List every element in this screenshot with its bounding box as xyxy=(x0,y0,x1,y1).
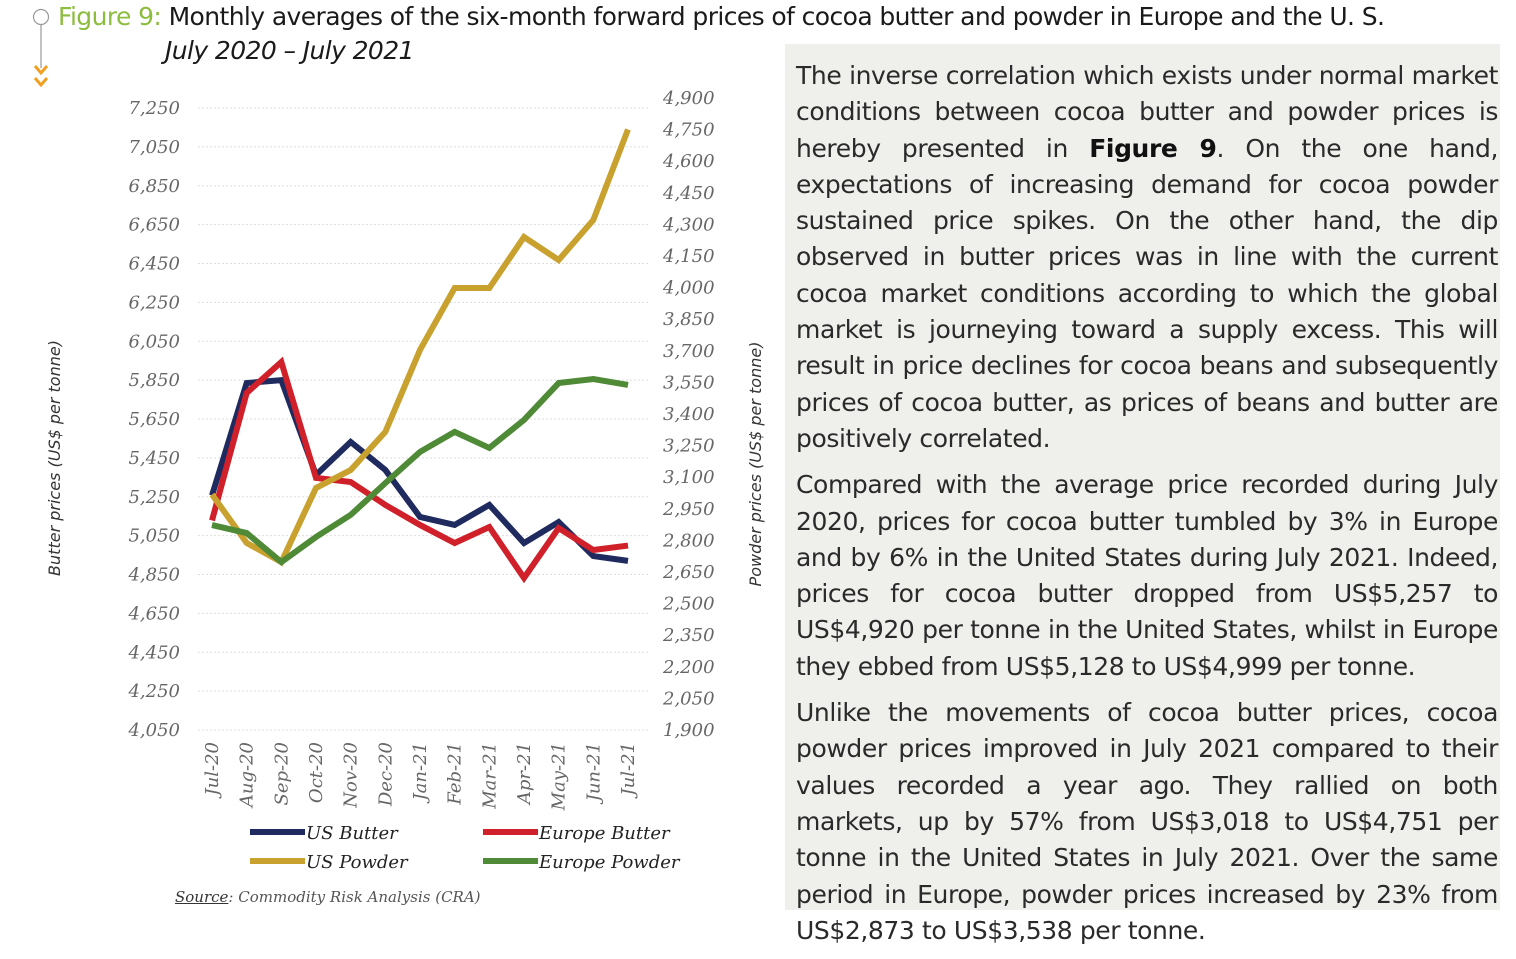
x-tick-label: Dec-20 xyxy=(375,742,396,807)
x-tick-label: Apr-21 xyxy=(514,742,535,806)
y-left-tick-label: 6,850 xyxy=(128,176,180,197)
x-tick-label: Jun-21 xyxy=(583,742,604,805)
x-tick-label: Jan-21 xyxy=(410,742,431,805)
y-left-tick-label: 5,250 xyxy=(128,487,180,508)
x-tick-label: May-21 xyxy=(549,742,570,811)
x-tick-label: Feb-21 xyxy=(445,742,466,806)
y-right-tick-label: 2,650 xyxy=(662,562,715,583)
y-right-axis-label: Powder prices (US$ per tonne) xyxy=(746,342,765,587)
y-right-tick-label: 4,450 xyxy=(662,183,715,204)
y-left-tick-label: 5,450 xyxy=(128,448,180,469)
y-right-tick-label: 3,400 xyxy=(663,404,715,425)
y-right-tick-label: 3,100 xyxy=(663,467,715,488)
source-text: : Commodity Risk Analysis (CRA) xyxy=(228,888,480,906)
x-tick-label: Aug-20 xyxy=(237,742,258,809)
y-left-tick-label: 7,050 xyxy=(128,137,180,158)
legend-label: Europe Powder xyxy=(538,852,681,873)
figure-reference: Figure 9 xyxy=(1089,134,1216,163)
y-right-tick-label: 4,300 xyxy=(662,214,715,235)
y-right-tick-label: 4,000 xyxy=(662,278,715,299)
y-left-tick-label: 4,850 xyxy=(127,565,180,586)
y-left-tick-label: 7,250 xyxy=(128,98,180,119)
source-note: Source: Commodity Risk Analysis (CRA) xyxy=(175,888,481,906)
y-left-tick-label: 5,650 xyxy=(128,409,180,430)
y-right-tick-label: 3,850 xyxy=(663,309,715,330)
y-right-tick-label: 2,800 xyxy=(662,530,715,551)
y-right-tick-label: 3,250 xyxy=(663,436,715,457)
series-line-europe-butter xyxy=(212,362,628,578)
y-right-tick-label: 1,900 xyxy=(663,720,715,741)
x-tick-label: Jul-20 xyxy=(202,742,223,800)
y-left-tick-label: 6,050 xyxy=(128,331,180,352)
x-tick-label: Mar-21 xyxy=(479,742,500,810)
y-right-tick-label: 2,500 xyxy=(662,594,715,615)
y-right-tick-label: 2,350 xyxy=(662,625,715,646)
y-right-tick-label: 4,900 xyxy=(662,88,715,109)
y-left-tick-label: 5,050 xyxy=(128,526,180,547)
paragraph-2: Compared with the average price recorded… xyxy=(796,467,1498,685)
y-left-tick-label: 4,250 xyxy=(127,681,180,702)
y-right-tick-label: 2,200 xyxy=(662,657,715,678)
y-right-tick-label: 4,750 xyxy=(662,120,715,141)
paragraph-1: The inverse correlation which exists und… xyxy=(796,58,1498,457)
text-panel: The inverse correlation which exists und… xyxy=(785,44,1500,910)
paragraph-3: Unlike the movements of cocoa butter pri… xyxy=(796,695,1498,949)
y-left-tick-label: 6,450 xyxy=(128,254,180,275)
x-tick-label: Nov-20 xyxy=(341,742,362,809)
y-left-tick-label: 5,850 xyxy=(128,370,180,391)
legend-label: Europe Butter xyxy=(538,823,671,844)
y-left-axis-label: Butter prices (US$ per tonne) xyxy=(45,340,64,576)
x-tick-label: Jul-21 xyxy=(618,742,639,800)
line-chart: 4,050 4,250 4,450 4,650 4,850 5,050 5,250 5,450… xyxy=(0,0,780,918)
y-right-tick-label: 4,150 xyxy=(662,246,715,267)
y-right-tick-label: 2,950 xyxy=(662,499,715,520)
y-right-tick-label: 3,700 xyxy=(663,341,715,362)
y-left-tick-label: 4,450 xyxy=(127,642,180,663)
legend-label: US Powder xyxy=(306,852,409,873)
paragraph-1-b: . On the one hand, expectations of incre… xyxy=(796,134,1498,453)
y-left-tick-label: 6,250 xyxy=(128,292,180,313)
legend-label: US Butter xyxy=(306,823,399,844)
y-left-tick-label: 6,650 xyxy=(128,215,180,236)
y-right-tick-label: 4,600 xyxy=(662,151,715,172)
y-left-tick-label: 4,650 xyxy=(127,603,180,624)
y-right-tick-label: 2,050 xyxy=(662,688,715,709)
source-label: Source xyxy=(175,888,228,906)
x-tick-label: Sep-20 xyxy=(271,742,292,806)
y-right-tick-label: 3,550 xyxy=(663,372,715,393)
x-tick-label: Oct-20 xyxy=(306,742,327,803)
y-left-tick-label: 4,050 xyxy=(127,720,180,741)
